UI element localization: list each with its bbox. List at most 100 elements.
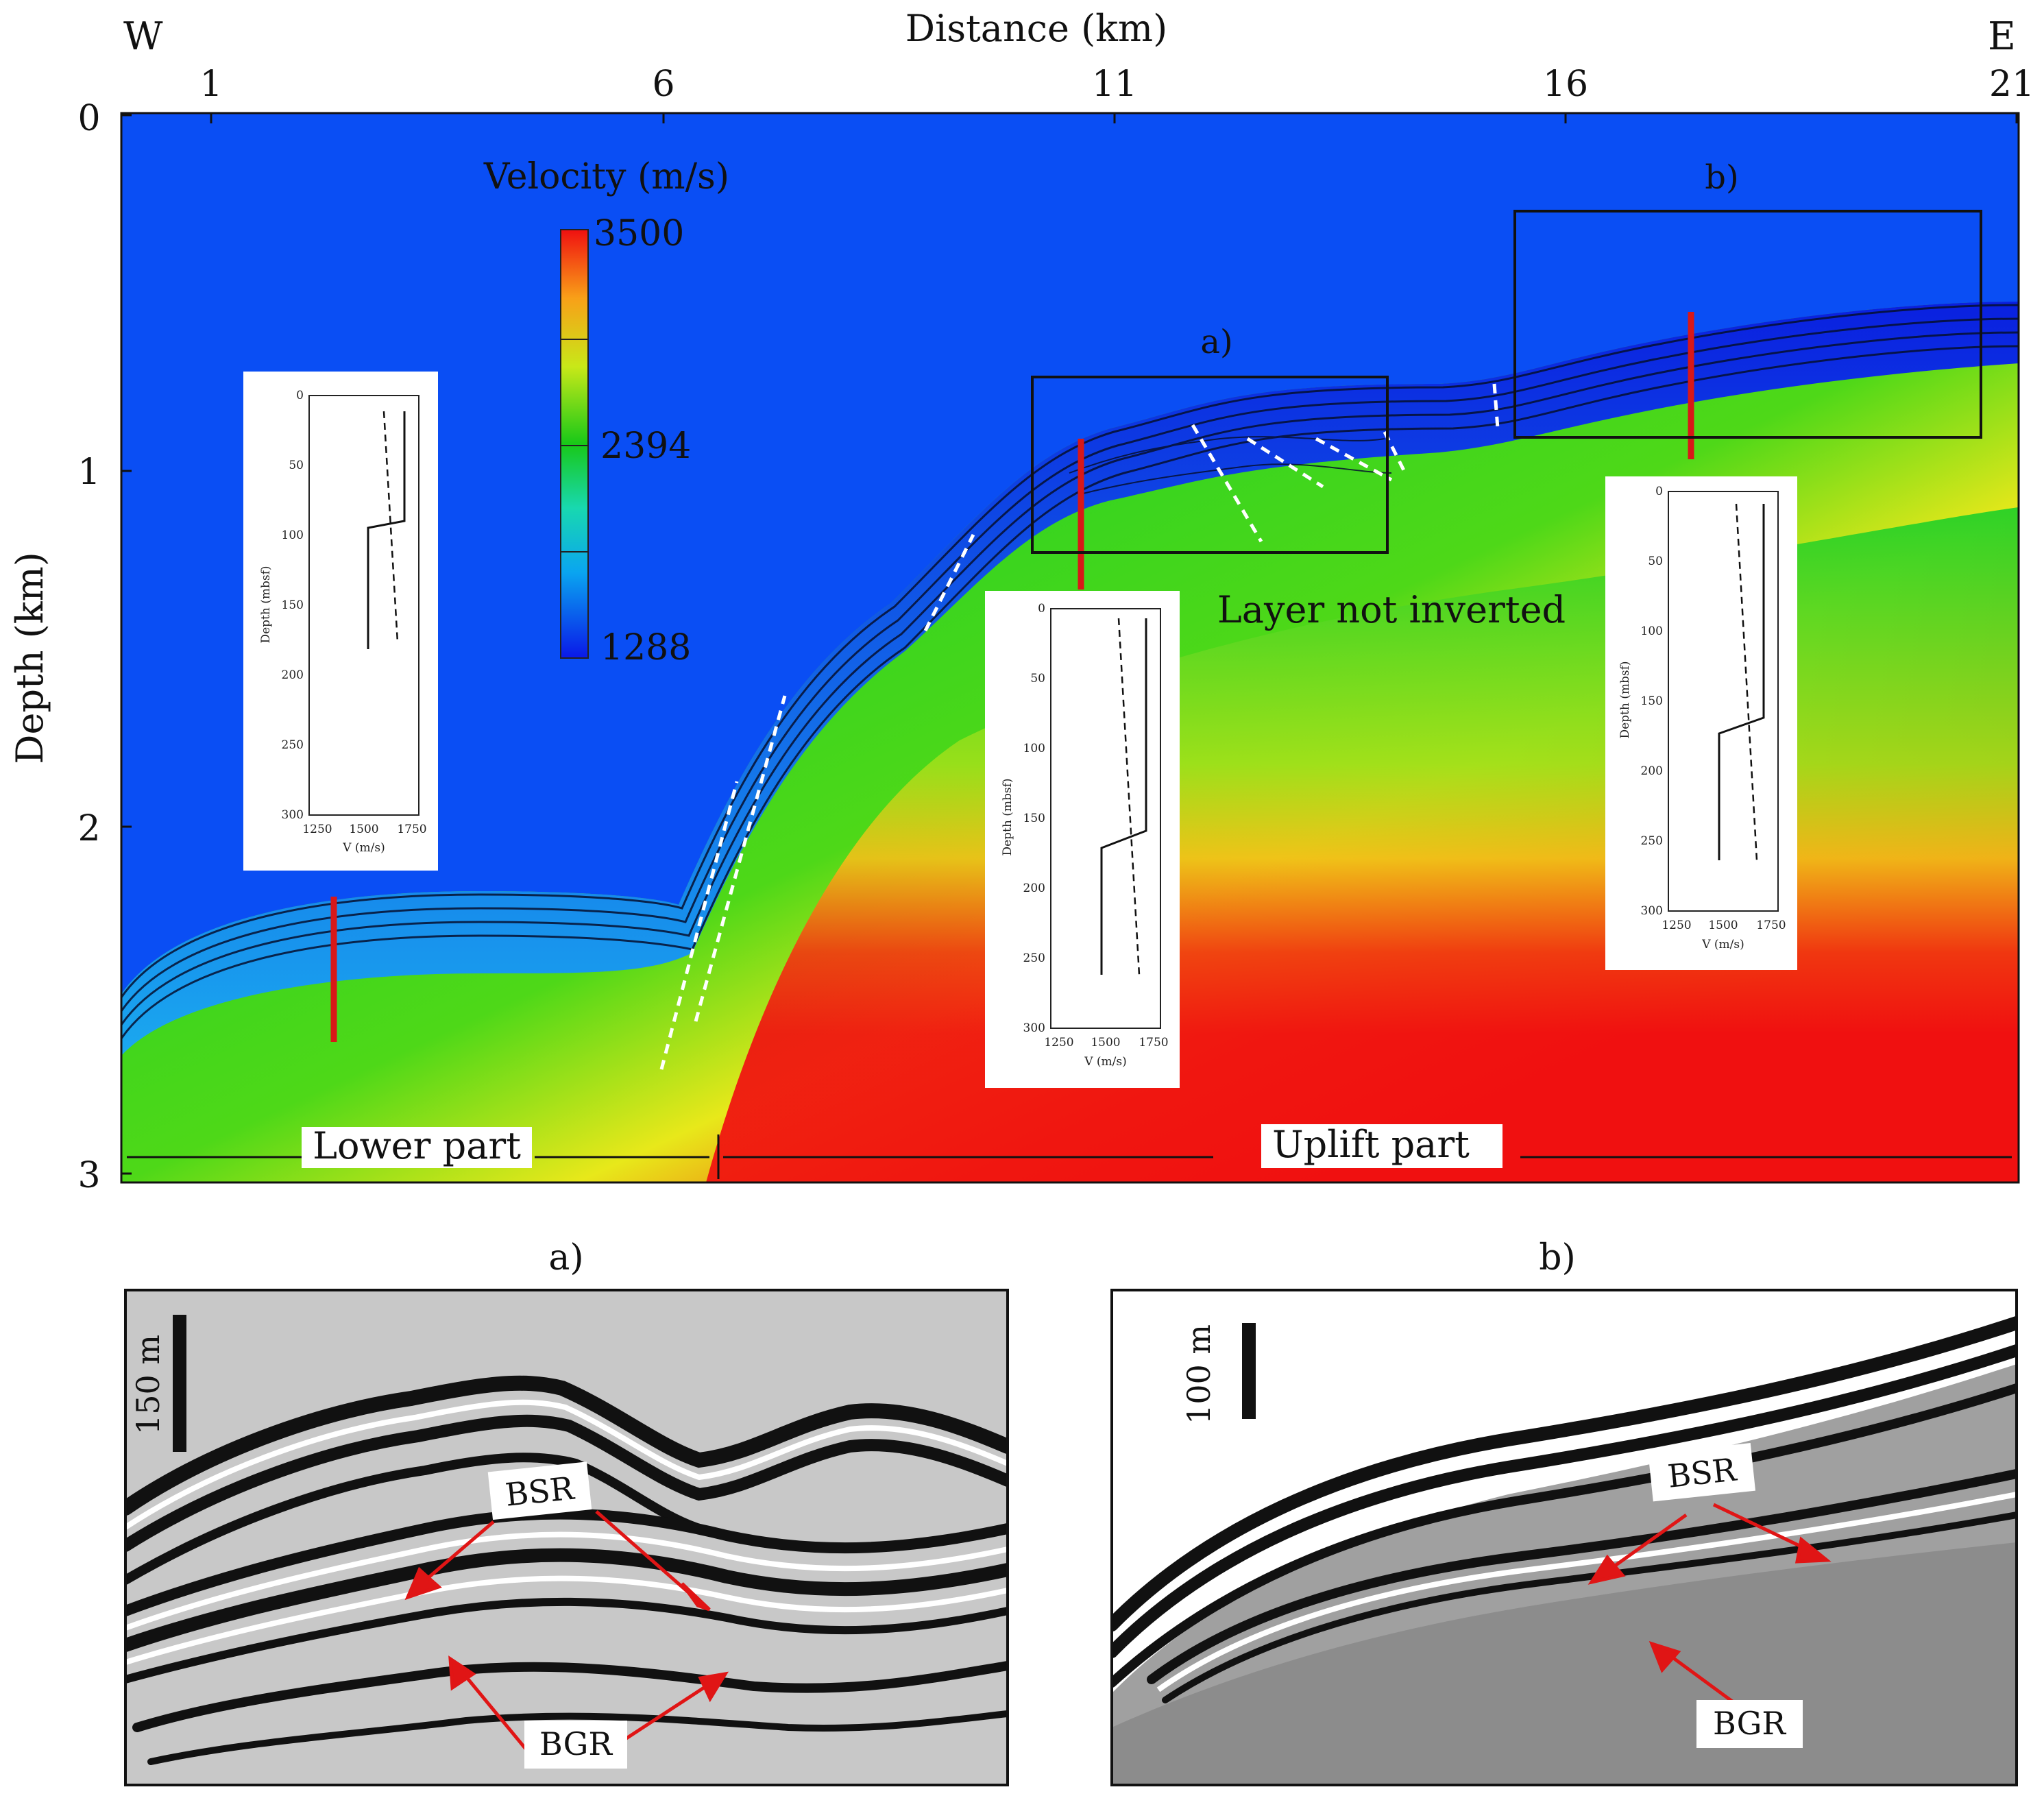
y-axis-ticks — [121, 114, 132, 1175]
profile-xlabel: V (m/s) — [1701, 938, 1744, 951]
panel-a-bsr-label: BSR — [504, 1470, 576, 1514]
panel-b-bgr-tag: BGR — [1696, 1700, 1803, 1748]
panel-b-scale-bar — [1242, 1323, 1256, 1419]
profile-card — [985, 591, 1180, 1088]
profile-xlabel: V (m/s) — [342, 841, 385, 855]
colorbar-mid: 2394 — [600, 426, 691, 467]
panel-a-bsr-tag: BSR — [487, 1461, 592, 1520]
profile-ytick: 100 — [1023, 742, 1045, 755]
panel-b-bsr-label: BSR — [1666, 1450, 1738, 1494]
well-markers — [330, 312, 1694, 1042]
part-divider — [127, 1134, 2012, 1179]
y-tick-label: 3 — [77, 1155, 100, 1196]
fault-dashes — [659, 383, 1500, 1070]
x-tick-label: 21 — [1989, 64, 2034, 105]
profile-ytick: 300 — [1641, 904, 1663, 918]
seismic-reflectors — [121, 304, 2019, 1039]
velocity-profile-lower: 0 50 100 150 200 250 300 1250 1500 1750 … — [243, 372, 438, 871]
y-axis-tick-labels: 0 1 2 3 — [77, 98, 100, 1196]
panel-a-bgr-label: BGR — [539, 1725, 613, 1762]
panel-b-bsr-tag: BSR — [1648, 1443, 1756, 1502]
profile-ytick: 150 — [1641, 694, 1663, 708]
profile-ytick: 0 — [1038, 602, 1045, 616]
y-tick-label: 1 — [77, 452, 100, 493]
profile-xtick: 1500 — [1708, 919, 1738, 932]
uplift-part-box — [1261, 1124, 1502, 1168]
colorbar-title: Velocity (m/s) — [483, 156, 729, 197]
profile-ytick: 50 — [1030, 672, 1045, 685]
panel-a-arrows — [404, 1510, 729, 1753]
profile-ytick: 300 — [1023, 1021, 1045, 1035]
lower-part-box — [302, 1127, 532, 1168]
panel-b-frame — [1110, 1289, 2018, 1786]
x-tick-label: 1 — [199, 64, 222, 105]
zoom-box-a-label: a) — [1200, 323, 1232, 361]
profile-xtick: 1250 — [302, 823, 332, 836]
profile-card — [1605, 476, 1797, 970]
x-axis-ticks — [210, 113, 2018, 123]
x-axis-tick-labels: 1 6 11 16 21 — [199, 64, 2034, 105]
x-tick-label: 16 — [1543, 64, 1588, 105]
profile-ytick: 50 — [1648, 555, 1663, 568]
lower-part-label: Lower part — [313, 1124, 521, 1167]
zoom-box-b-label: b) — [1705, 158, 1738, 197]
y-tick-label: 2 — [77, 808, 100, 849]
x-tick-label: 11 — [1092, 64, 1137, 105]
colorbar-scale — [560, 229, 589, 659]
x-tick-label: 6 — [652, 64, 674, 105]
velocity-profile-a: 0 50 100 150 200 250 300 1250 1500 1750 … — [985, 591, 1180, 1088]
profile-ytick: 200 — [1641, 764, 1663, 778]
panel-a-title: a) — [548, 1237, 583, 1278]
profile-ytick: 250 — [1641, 834, 1663, 848]
profile-card — [243, 372, 438, 871]
panel-a-seismic — [125, 1290, 1008, 1785]
compass-west: W — [123, 14, 163, 59]
profile-ytick: 200 — [1023, 882, 1045, 895]
shallow-low-velocity-belt — [121, 302, 2019, 1056]
profile-ytick: 100 — [1641, 624, 1663, 638]
colorbar-max: 3500 — [594, 213, 684, 254]
profile-ytick: 0 — [296, 389, 304, 402]
profile-ytick: 50 — [289, 459, 304, 472]
profile-xtick: 1750 — [1139, 1036, 1168, 1049]
panel-b-scale-label: 100 m — [1180, 1324, 1217, 1424]
panel-b-bgr-label: BGR — [1713, 1705, 1786, 1742]
panel-a-frame — [124, 1289, 1009, 1786]
panel-b-title: b) — [1539, 1237, 1576, 1278]
profile-xtick: 1500 — [1091, 1036, 1120, 1049]
profile-ylabel: Depth (mbsf) — [259, 566, 273, 643]
profile-ytick: 150 — [282, 598, 304, 612]
section-frame — [120, 112, 2020, 1184]
y-axis-title: Depth (km) — [8, 552, 51, 764]
profile-ylabel: Depth (mbsf) — [1001, 778, 1014, 855]
profile-xtick: 1250 — [1662, 919, 1691, 932]
profile-xtick: 1750 — [397, 823, 426, 836]
profile-ytick: 150 — [1023, 812, 1045, 825]
profile-ytick: 250 — [1023, 951, 1045, 965]
panel-a-bgr-tag: BGR — [524, 1721, 627, 1769]
profile-xtick: 1750 — [1756, 919, 1786, 932]
profile-ytick: 200 — [282, 668, 304, 682]
profile-xtick: 1250 — [1044, 1036, 1073, 1049]
uplift-part-label: Uplift part — [1272, 1123, 1470, 1166]
profile-ytick: 100 — [282, 529, 304, 542]
panel-a-scale-bar — [173, 1315, 186, 1452]
panel-b-arrows — [1587, 1503, 1832, 1712]
profile-ylabel: Depth (mbsf) — [1618, 661, 1632, 738]
panel-a-scale-label: 150 m — [130, 1335, 167, 1435]
compass-east: E — [1988, 14, 2016, 59]
colorbar: Velocity (m/s) 3500 2394 1288 — [483, 156, 729, 668]
profile-ytick: 250 — [282, 738, 304, 752]
colorbar-min: 1288 — [600, 627, 691, 668]
zoom-box-b — [1513, 210, 1982, 439]
velocity-profile-b: 0 50 100 150 200 250 300 1250 1500 1750 … — [1605, 476, 1797, 970]
y-tick-label: 0 — [77, 98, 100, 139]
x-axis-title: Distance (km) — [905, 7, 1167, 50]
profile-ytick: 300 — [282, 808, 304, 822]
zoom-box-a — [1031, 376, 1389, 554]
profile-xtick: 1500 — [349, 823, 378, 836]
profile-ytick: 0 — [1655, 485, 1663, 498]
layer-not-inverted-note: Layer not inverted — [1217, 588, 1566, 631]
profile-xlabel: V (m/s) — [1084, 1055, 1127, 1069]
